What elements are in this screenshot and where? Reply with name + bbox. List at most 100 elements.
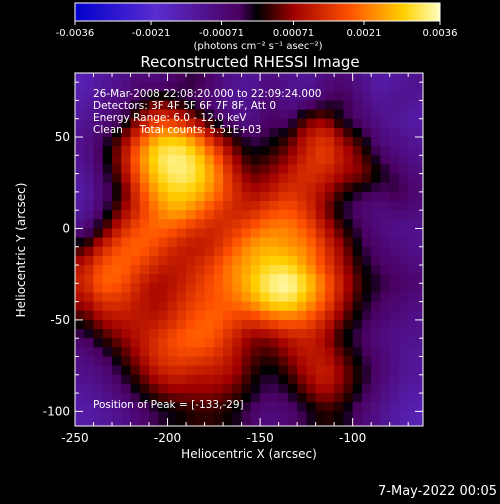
heatmap-cell [158,118,169,129]
heatmap-cell [324,246,335,257]
colorbar-unit-label: (photons cm⁻² s⁻¹ asec⁻²) [193,41,322,52]
heatmap-cell [278,146,289,156]
heatmap-cell [139,127,150,138]
heatmap-cell [112,402,122,412]
heatmap-cell [269,420,280,426]
heatmap-cell [204,100,215,111]
heatmap-cell [306,347,317,358]
heatmap-cell [315,292,326,303]
heatmap-cell [130,301,141,312]
heatmap-cell [306,173,317,184]
heatmap-cell [287,146,298,156]
heatmap-cell [176,127,187,138]
heatmap-cell [278,274,289,284]
heatmap-cell [75,411,85,422]
heatmap-cell [380,73,391,74]
heatmap-cell [352,356,363,367]
heatmap-cell [186,237,196,248]
heatmap-cell [297,365,307,376]
heatmap-cell [223,393,233,403]
heatmap-cell [195,100,206,111]
heatmap-cell [213,228,224,239]
heatmap-cell [389,383,400,394]
colorbar: -0.0036 -0.0021 -0.00071 0.00071 0.0021 0.003… [56,2,458,52]
heatmap-cell [75,265,85,275]
heatmap-cell [93,173,104,184]
heatmap-cell [278,255,289,266]
heatmap-cell [167,310,178,321]
heatmap-cell [130,402,141,412]
heatmap-cell [102,73,113,83]
heatmap-cell [287,365,298,376]
heatmap-cell [241,146,252,156]
heatmap-cell [93,155,104,166]
heatmap-cell [352,146,363,156]
heatmap-cell [389,301,400,312]
heatmap-cell [352,137,363,147]
heatmap-cell [167,393,178,403]
x-tick-label: -250 [61,431,88,445]
heatmap-cell [380,374,391,385]
heatmap-cell [417,137,423,147]
heatmap-cell [250,201,261,211]
heatmap-cell [149,274,159,284]
heatmap-cell [427,366,437,376]
heatmap-cell [389,109,400,120]
heatmap-cell [297,137,307,147]
heatmap-cell [176,191,187,202]
heatmap-cell [297,430,307,440]
heatmap-cell [324,365,335,376]
heatmap-cell [75,347,76,358]
heatmap-cell [93,283,104,294]
heatmap-cell [324,420,335,426]
heatmap-cell [250,100,261,111]
heatmap-cell [213,82,224,92]
heatmap-cell [149,246,159,257]
heatmap-cell [260,319,270,330]
heatmap-cell [84,411,95,422]
heatmap-cell [112,319,122,330]
heatmap-cell [324,274,335,284]
heatmap-cell [352,127,363,138]
heatmap-cell [158,283,169,294]
heatmap-cell [121,393,132,403]
heatmap-cell [121,383,132,394]
heatmap-cell [361,347,372,358]
heatmap-cell [84,73,95,74]
heatmap-cell [102,137,113,147]
heatmap-cell [167,338,178,348]
heatmap-cell [158,319,169,330]
heatmap-cell [380,210,391,220]
heatmap-image [75,73,437,440]
heatmap-cell [371,146,382,156]
heatmap-cell [315,237,326,248]
heatmap-cell [213,255,224,266]
heatmap-cell [279,430,289,440]
heatmap-cell [315,82,326,92]
heatmap-cell [223,430,233,440]
heatmap-cell [93,383,104,394]
heatmap-cell [232,73,243,83]
heatmap-cell [417,82,423,92]
heatmap-cell [241,173,252,184]
heatmap-cell [269,283,280,294]
heatmap-cell [297,338,307,348]
heatmap-cell [287,356,298,367]
heatmap-cell [112,191,122,202]
heatmap-cell [352,109,363,120]
heatmap-cell [371,191,382,202]
heatmap-cell [102,82,113,92]
heatmap-cell [176,265,187,275]
heatmap-cell [269,310,280,321]
heatmap-cell [75,146,85,156]
heatmap-cell [260,146,270,156]
heatmap-cell [186,374,196,385]
heatmap-cell [306,201,317,211]
heatmap-cell [121,191,132,202]
heatmap-cell [186,100,196,111]
heatmap-cell [398,420,409,426]
heatmap-cell [195,329,206,339]
heatmap-cell [278,329,289,339]
heatmap-cell [93,365,104,376]
heatmap-cell [250,164,261,175]
